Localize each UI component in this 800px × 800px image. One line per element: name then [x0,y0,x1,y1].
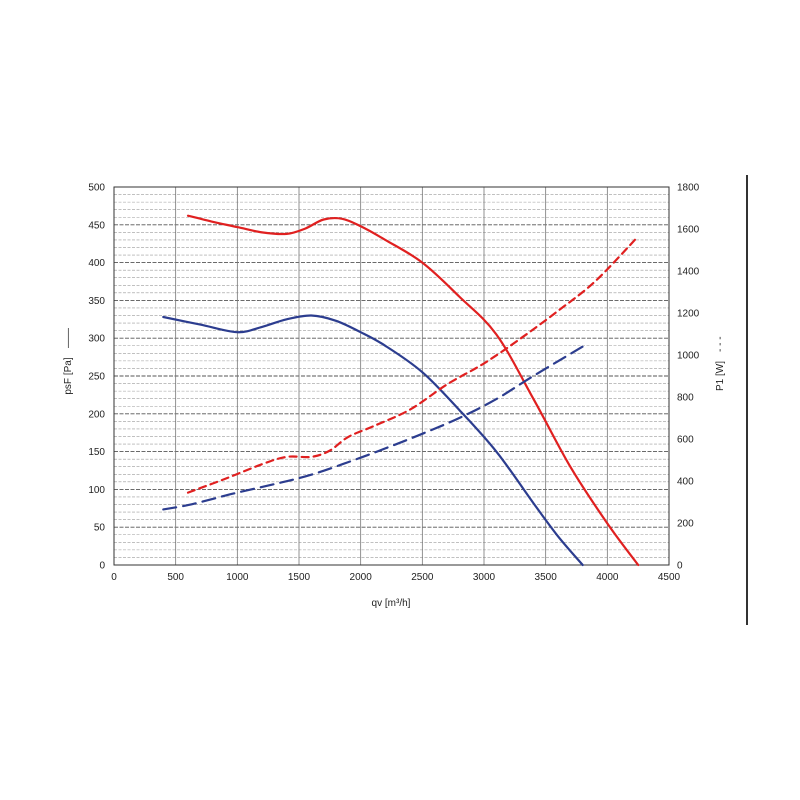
x-tick-label: 1000 [226,572,249,583]
x-tick-label: 0 [111,572,117,583]
y2-tick-label: 400 [677,477,694,488]
y2-tick-label: 1200 [677,309,700,320]
y2-tick-label: 0 [677,561,683,572]
y2-tick-label: 1000 [677,351,700,362]
y2-tick-label: 600 [677,435,694,446]
y-axis-line-marker: —— [63,328,74,348]
pressure-curve-red [186,214,640,567]
x-tick-label: 3000 [473,572,496,583]
y-axis-title-group: psF [Pa] —— [63,328,74,395]
x-tick-label: 2500 [411,572,434,583]
power-curve-blue [162,345,584,511]
y-tick-label: 100 [88,485,105,496]
series-layer [162,214,640,567]
x-tick-label: 2000 [350,572,373,583]
y-tick-label: 150 [88,447,105,458]
plot-frame [113,186,670,566]
y2-axis-line-marker: - - - [715,336,726,352]
y-tick-label: 400 [88,258,105,269]
y-tick-label: 350 [88,296,105,307]
y2-tick-label: 1600 [677,225,700,236]
y-axis-title: psF [Pa] [63,357,74,394]
y2-tick-label: 1800 [677,183,700,194]
y2-tick-label: 200 [677,519,694,530]
y-tick-labels: 0 50 100 150 200 250 300 350 400 450 500 [88,183,105,572]
minor-gridlines [114,194,669,558]
y2-tick-label: 800 [677,393,694,404]
y2-axis-title-group: P1 [W] - - - [715,336,726,391]
y-tick-label: 0 [99,561,105,572]
y2-tick-label: 1400 [677,267,700,278]
pressure-curve-blue [162,314,584,567]
x-tick-label: 4500 [658,572,681,583]
y-tick-label: 200 [88,409,105,420]
x-tick-label: 4000 [596,572,619,583]
y2-tick-labels: 0 200 400 600 800 1000 1200 1400 1600 1800 [677,183,700,572]
y-tick-label: 450 [88,220,105,231]
x-tick-label: 500 [167,572,184,583]
y-tick-label: 300 [88,334,105,345]
y2-axis-title: P1 [W] [715,361,726,391]
page-side-rule [746,175,748,625]
y-tick-label: 250 [88,372,105,383]
x-tick-labels: 0 500 1000 1500 2000 2500 3000 3500 4000 4500 [111,572,680,583]
x-tick-label: 3500 [535,572,558,583]
x-axis-title: qv [m³/h] [372,598,411,609]
y-tick-label: 50 [94,523,106,534]
power-curve-red [186,235,640,494]
x-tick-label: 1500 [288,572,311,583]
y-tick-label: 500 [88,183,105,194]
